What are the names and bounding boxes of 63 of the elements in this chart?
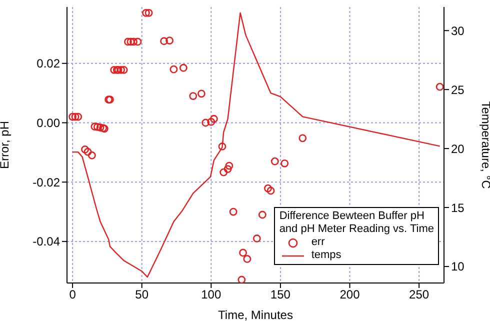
x-tick-label: 150 bbox=[270, 288, 291, 302]
x-tick-label: 100 bbox=[201, 288, 222, 302]
y2-axis-title: Temperature, °C bbox=[478, 101, 490, 190]
point bbox=[207, 118, 216, 126]
point bbox=[90, 122, 99, 131]
y-tick-label: 0.02 bbox=[36, 56, 60, 71]
point bbox=[270, 157, 279, 166]
line-series bbox=[72, 12, 440, 278]
point bbox=[218, 142, 226, 150]
point bbox=[197, 90, 206, 98]
point bbox=[110, 66, 118, 74]
point bbox=[436, 82, 444, 91]
y2-tick-label: 10 bbox=[451, 260, 465, 274]
point bbox=[74, 112, 82, 121]
point bbox=[124, 38, 132, 46]
point bbox=[220, 168, 228, 176]
x-tick-label: 50 bbox=[135, 288, 149, 302]
point bbox=[94, 122, 102, 131]
y-tick-label: 0.00 bbox=[36, 116, 60, 130]
point bbox=[81, 146, 89, 154]
point bbox=[170, 65, 178, 74]
point bbox=[130, 38, 138, 46]
point bbox=[224, 165, 232, 173]
y2-tick-label: 20 bbox=[451, 142, 465, 156]
point bbox=[229, 208, 238, 216]
x-tick-label: 0 bbox=[69, 288, 76, 302]
point bbox=[160, 37, 168, 46]
y2-tick-label: 25 bbox=[451, 82, 465, 97]
point bbox=[68, 112, 76, 121]
point bbox=[258, 210, 266, 219]
point bbox=[117, 66, 126, 74]
point bbox=[189, 92, 198, 100]
point bbox=[210, 114, 218, 123]
x-tick-label: 250 bbox=[409, 288, 430, 302]
y-tick-label: -0.04 bbox=[32, 234, 60, 249]
point bbox=[238, 276, 246, 283]
point bbox=[202, 118, 210, 127]
x-tick-label: 200 bbox=[340, 288, 360, 302]
point bbox=[266, 186, 275, 195]
point bbox=[166, 36, 174, 44]
y-tick-label: -0.02 bbox=[32, 175, 60, 190]
point bbox=[144, 8, 153, 17]
point bbox=[225, 162, 234, 170]
point bbox=[239, 248, 247, 257]
point bbox=[142, 8, 150, 17]
legend-label: temps bbox=[311, 249, 342, 262]
point bbox=[243, 255, 252, 263]
point bbox=[88, 151, 96, 160]
point bbox=[264, 184, 272, 192]
y2-tick-label: 15 bbox=[451, 200, 465, 215]
point bbox=[126, 38, 135, 46]
point bbox=[120, 66, 128, 74]
point bbox=[298, 134, 307, 142]
point bbox=[84, 148, 92, 156]
point bbox=[179, 64, 188, 72]
point bbox=[252, 234, 261, 242]
x-axis-title: Time, Minutes bbox=[218, 308, 293, 321]
point bbox=[134, 38, 142, 46]
y2-tick-label: 30 bbox=[451, 24, 465, 38]
y-axis-title: Error, pH bbox=[0, 120, 12, 170]
legend-label: err bbox=[311, 236, 325, 249]
point bbox=[280, 159, 289, 168]
point bbox=[71, 112, 80, 121]
